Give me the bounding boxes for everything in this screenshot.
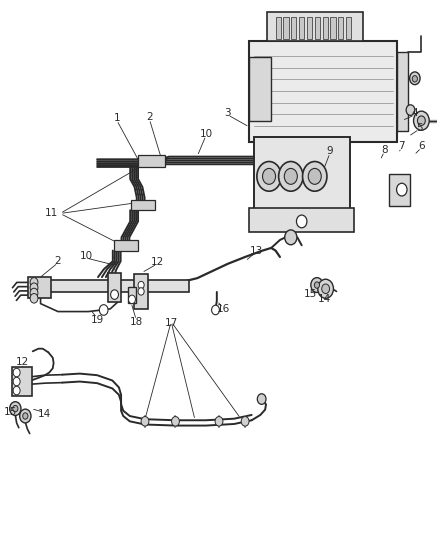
- Bar: [338, 17, 343, 38]
- Text: 3: 3: [224, 108, 231, 118]
- Text: 8: 8: [381, 145, 388, 155]
- Text: 5: 5: [416, 123, 423, 133]
- Bar: [28, 277, 51, 298]
- Bar: [276, 17, 281, 38]
- Text: 12: 12: [151, 257, 164, 267]
- Bar: [254, 136, 350, 211]
- Text: 10: 10: [199, 129, 212, 139]
- Text: 14: 14: [37, 409, 51, 419]
- Circle shape: [32, 292, 38, 299]
- Circle shape: [297, 215, 307, 228]
- Circle shape: [257, 394, 266, 405]
- Circle shape: [417, 116, 425, 125]
- Bar: [138, 155, 165, 167]
- Circle shape: [406, 105, 415, 115]
- Bar: [41, 280, 188, 292]
- Text: 15: 15: [4, 407, 17, 417]
- Text: 19: 19: [91, 314, 104, 325]
- Circle shape: [32, 285, 38, 293]
- Text: 1: 1: [113, 113, 120, 123]
- Bar: [315, 17, 320, 38]
- Circle shape: [13, 377, 20, 386]
- Bar: [250, 41, 397, 142]
- Text: 2: 2: [55, 256, 61, 266]
- Circle shape: [285, 230, 297, 245]
- Circle shape: [396, 183, 407, 196]
- Text: 6: 6: [418, 141, 425, 151]
- Circle shape: [413, 111, 429, 130]
- Circle shape: [412, 76, 417, 82]
- Text: 12: 12: [16, 357, 29, 367]
- Circle shape: [257, 161, 281, 191]
- Circle shape: [111, 290, 118, 300]
- Circle shape: [318, 279, 333, 298]
- Text: 2: 2: [146, 112, 153, 122]
- Circle shape: [279, 161, 303, 191]
- Circle shape: [314, 282, 320, 288]
- Circle shape: [303, 161, 327, 191]
- Circle shape: [30, 278, 38, 287]
- Bar: [346, 17, 351, 38]
- Circle shape: [30, 283, 38, 293]
- Text: 17: 17: [165, 318, 178, 328]
- Circle shape: [241, 417, 249, 426]
- Bar: [397, 52, 408, 131]
- Bar: [108, 273, 121, 302]
- Circle shape: [172, 417, 180, 426]
- Circle shape: [13, 368, 20, 377]
- Text: 7: 7: [399, 141, 405, 151]
- Circle shape: [262, 168, 276, 184]
- Circle shape: [99, 305, 108, 316]
- Bar: [131, 200, 155, 211]
- Text: 4: 4: [412, 108, 418, 118]
- Bar: [322, 17, 328, 38]
- Text: 1: 1: [110, 257, 117, 267]
- Text: 14: 14: [318, 294, 331, 304]
- Circle shape: [410, 72, 420, 85]
- Bar: [12, 367, 32, 397]
- Circle shape: [13, 386, 20, 395]
- Circle shape: [138, 288, 144, 295]
- Circle shape: [284, 168, 297, 184]
- Text: 16: 16: [217, 304, 230, 314]
- Circle shape: [215, 417, 223, 426]
- Bar: [250, 57, 271, 120]
- Text: 10: 10: [80, 251, 93, 261]
- Circle shape: [20, 409, 31, 423]
- Text: 11: 11: [45, 208, 58, 219]
- Circle shape: [308, 168, 321, 184]
- Text: 13: 13: [249, 246, 263, 256]
- Circle shape: [212, 305, 219, 315]
- Circle shape: [138, 281, 144, 289]
- Bar: [291, 17, 297, 38]
- Circle shape: [311, 278, 323, 293]
- Bar: [299, 17, 304, 38]
- Bar: [134, 274, 148, 309]
- Bar: [267, 12, 363, 41]
- Circle shape: [10, 402, 21, 416]
- Bar: [307, 17, 312, 38]
- Text: 18: 18: [130, 317, 143, 327]
- Bar: [250, 208, 354, 232]
- Bar: [283, 17, 289, 38]
- Text: 15: 15: [304, 289, 317, 299]
- Circle shape: [30, 288, 38, 298]
- Circle shape: [141, 417, 149, 426]
- Circle shape: [322, 284, 329, 294]
- Bar: [330, 17, 336, 38]
- Bar: [389, 174, 410, 206]
- Bar: [114, 240, 138, 251]
- Circle shape: [30, 294, 38, 303]
- Circle shape: [13, 406, 18, 412]
- Circle shape: [23, 413, 28, 419]
- Circle shape: [128, 295, 135, 304]
- Bar: [127, 287, 136, 303]
- Text: 9: 9: [327, 146, 333, 156]
